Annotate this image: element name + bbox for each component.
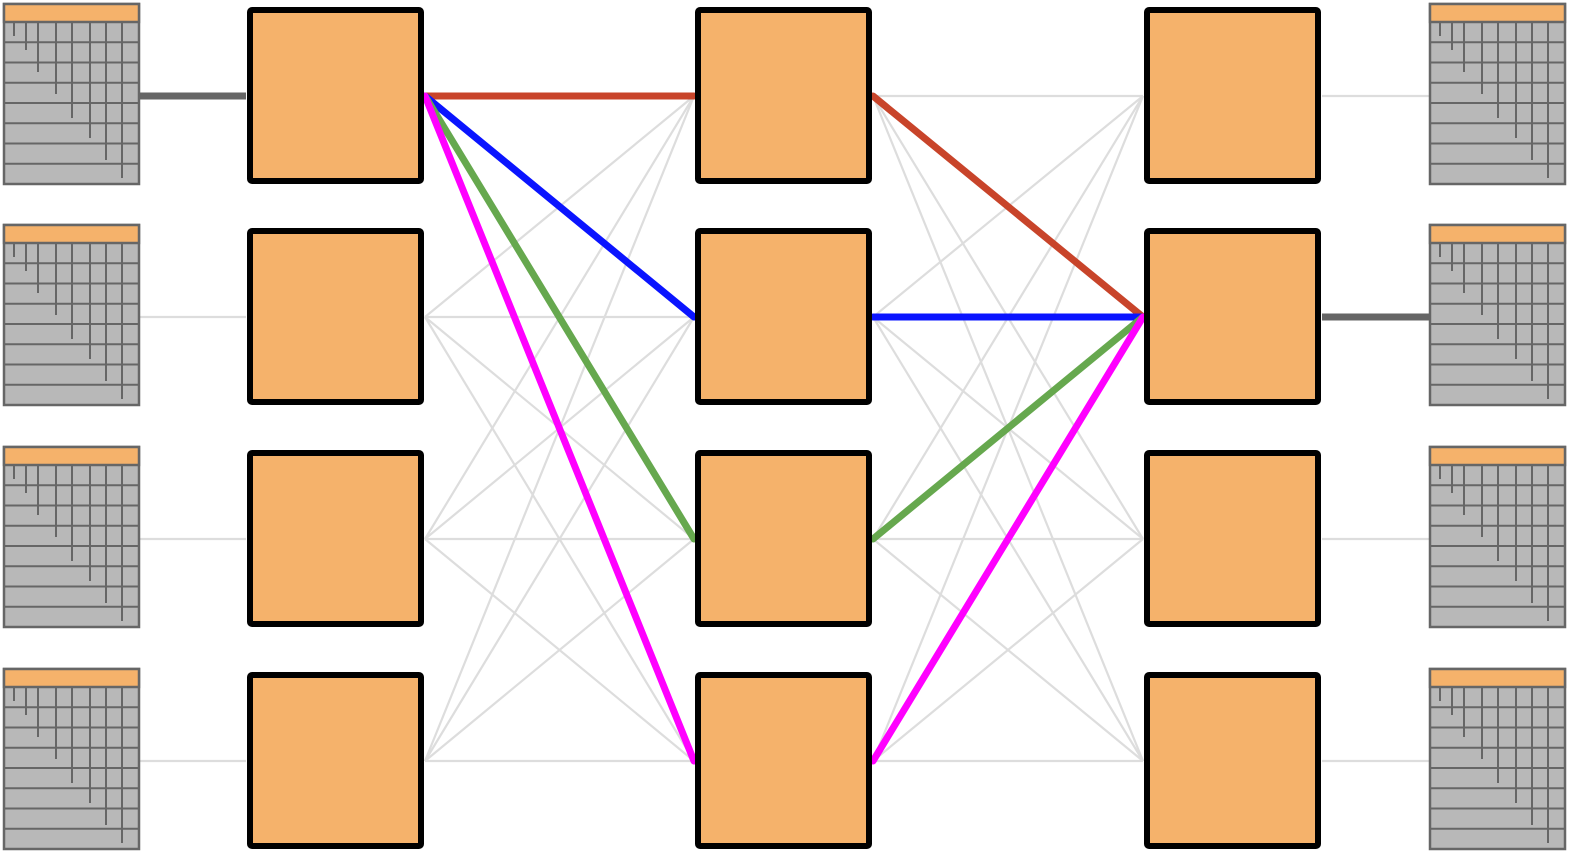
- edge-switch-left: [247, 450, 424, 627]
- host-rack-right: [1428, 445, 1567, 629]
- rack-header: [1428, 667, 1567, 689]
- spine-switch: [695, 672, 872, 849]
- edge-switch-right: [1144, 7, 1321, 184]
- rack-header: [2, 445, 141, 467]
- path-red-segment-2: [869, 92, 1147, 321]
- host-rack-right: [1428, 223, 1567, 407]
- rack-header: [2, 223, 141, 245]
- host-rack-left: [2, 2, 141, 186]
- edge-switch-right: [1144, 450, 1321, 627]
- path-magenta-segment-1: [421, 92, 698, 765]
- host-links: [139, 92, 1430, 763]
- path-green-segment-1: [421, 92, 698, 543]
- mesh-link: [424, 316, 695, 762]
- rack-header: [2, 667, 141, 689]
- edge-switch-right: [1144, 228, 1321, 405]
- host-rack-right: [1428, 667, 1567, 851]
- spine-switch: [695, 228, 872, 405]
- path-blue-segment-1: [421, 92, 698, 321]
- edge-switch-left: [247, 672, 424, 849]
- mesh-link: [872, 538, 1144, 762]
- edge-switch-left: [247, 228, 424, 405]
- highlighted-paths: [421, 92, 1147, 765]
- host-rack-left: [2, 223, 141, 407]
- rack-header: [1428, 2, 1567, 24]
- path-magenta-segment-2: [869, 313, 1147, 765]
- spine-switch: [695, 7, 872, 184]
- mesh-links: [423, 94, 1145, 763]
- host-rack-right: [1428, 2, 1567, 186]
- rack-header: [1428, 445, 1567, 467]
- host-rack-left: [2, 667, 141, 851]
- edge-switch-left: [247, 7, 424, 184]
- mesh-link: [424, 538, 695, 762]
- path-green-segment-2: [869, 313, 1147, 543]
- spine-switch: [695, 450, 872, 627]
- rack-header: [2, 2, 141, 24]
- edge-switch-right: [1144, 672, 1321, 849]
- host-rack-left: [2, 445, 141, 629]
- switches: [247, 7, 1321, 849]
- rack-header: [1428, 223, 1567, 245]
